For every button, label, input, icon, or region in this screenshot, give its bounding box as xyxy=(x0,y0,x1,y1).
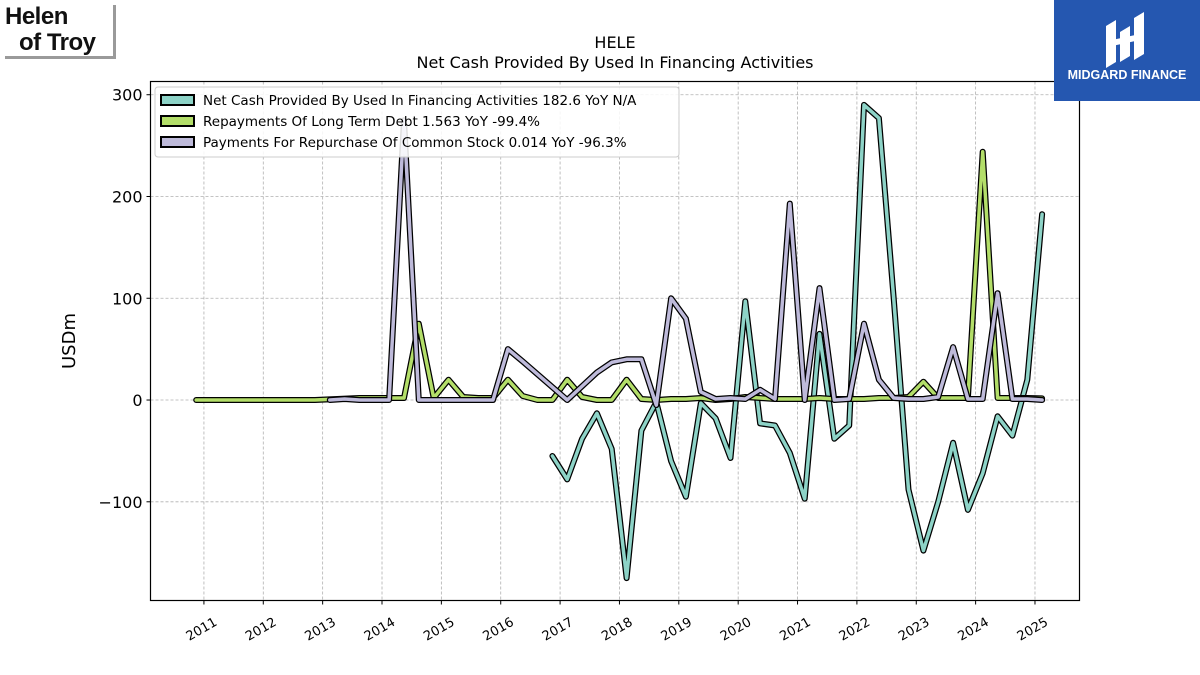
chart-subtitle: Net Cash Provided By Used In Financing A… xyxy=(416,53,813,72)
series-line-outline xyxy=(326,117,1046,409)
x-tick-label: 2014 xyxy=(362,615,398,645)
y-tick-label: 100 xyxy=(112,289,143,308)
series-line xyxy=(328,118,1044,407)
x-tick-label: 2022 xyxy=(837,615,873,645)
y-tick-label: 0 xyxy=(132,391,142,410)
series-line xyxy=(194,149,1044,402)
x-tick-label: 2011 xyxy=(184,615,220,645)
y-tick-label: −100 xyxy=(99,493,143,512)
legend-label: Net Cash Provided By Used In Financing A… xyxy=(203,93,637,109)
x-tick-label: 2020 xyxy=(718,615,754,645)
x-tick-label: 2018 xyxy=(599,615,635,645)
x-tick-label: 2019 xyxy=(659,615,695,645)
y-axis-label: USDm xyxy=(59,313,80,369)
x-tick-label: 2013 xyxy=(302,615,338,645)
legend-frame xyxy=(154,86,680,158)
y-tick-label: 300 xyxy=(112,86,143,105)
legend-label: Payments For Repurchase Of Common Stock … xyxy=(203,135,627,151)
series-2 xyxy=(193,148,1046,403)
legend-swatch xyxy=(160,136,195,148)
legend: Net Cash Provided By Used In Financing A… xyxy=(154,86,680,158)
midgard-finance-logo: MIDGARD FINANCE xyxy=(1054,0,1200,101)
x-tick-label: 2021 xyxy=(777,615,813,645)
x-tick-label: 2012 xyxy=(243,615,279,645)
helen-of-troy-logo: Helen of Troy xyxy=(5,5,116,59)
midgard-mark-icon xyxy=(1106,12,1144,68)
grid-lines xyxy=(150,81,1080,601)
chart-title: HELE xyxy=(594,33,635,52)
logo-left-line2: of Troy xyxy=(19,29,96,56)
series-3 xyxy=(326,117,1046,409)
x-tick-label: 2025 xyxy=(1015,615,1051,645)
x-tick-label: 2015 xyxy=(421,615,457,645)
series-line xyxy=(550,103,1044,580)
x-tick-label: 2024 xyxy=(955,615,991,645)
x-tick-label: 2023 xyxy=(896,615,932,645)
series-layer xyxy=(193,101,1046,582)
logo-right-brand: MIDGARD FINANCE xyxy=(1067,68,1187,82)
x-tick-label: 2017 xyxy=(540,615,576,645)
legend-swatch xyxy=(160,115,195,127)
series-1 xyxy=(549,101,1046,582)
plot-frame xyxy=(149,80,1081,602)
x-tick-label: 2016 xyxy=(481,615,517,645)
logo-left-line1: Helen xyxy=(5,3,68,30)
y-tick-label: 200 xyxy=(112,187,143,206)
legend-swatch xyxy=(160,94,195,106)
axis-ticks: 300 200 100 0 −100 2011 2012 2013 2014 2015 2016 20… xyxy=(99,86,1051,645)
legend-label: Repayments Of Long Term Debt 1.563 YoY -… xyxy=(203,114,540,130)
